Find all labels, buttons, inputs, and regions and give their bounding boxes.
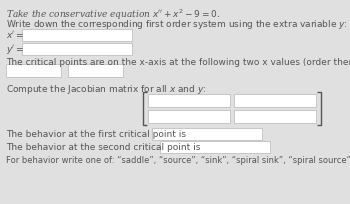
Text: For behavior write one of: “saddle”, “source”, “sink”, “spiral sink”, “spiral so: For behavior write one of: “saddle”, “so… xyxy=(6,155,350,164)
Bar xyxy=(22,44,132,56)
Bar xyxy=(234,94,316,108)
Bar xyxy=(234,110,316,123)
Text: Compute the Jacobian matrix for all $x$ and $y$:: Compute the Jacobian matrix for all $x$ … xyxy=(6,83,206,95)
Bar xyxy=(148,94,230,108)
Bar xyxy=(160,141,270,153)
Bar xyxy=(152,128,262,140)
Text: Take the conservative equation $x'' + x^2 - 9 = 0$.: Take the conservative equation $x'' + x^… xyxy=(6,8,220,22)
Bar xyxy=(148,110,230,123)
Text: $y' =$: $y' =$ xyxy=(6,43,24,56)
Text: The behavior at the second critical point is: The behavior at the second critical poin… xyxy=(6,142,200,151)
Bar xyxy=(22,30,132,42)
Text: The behavior at the first critical point is: The behavior at the first critical point… xyxy=(6,129,186,138)
Text: The critical points are on the x-axis at the following two x values (order them : The critical points are on the x-axis at… xyxy=(6,58,350,67)
Text: Write down the corresponding first order system using the extra variable $y$:: Write down the corresponding first order… xyxy=(6,18,348,31)
Bar xyxy=(6,65,61,78)
Bar xyxy=(68,65,123,78)
Text: $x' =$: $x' =$ xyxy=(6,29,24,40)
